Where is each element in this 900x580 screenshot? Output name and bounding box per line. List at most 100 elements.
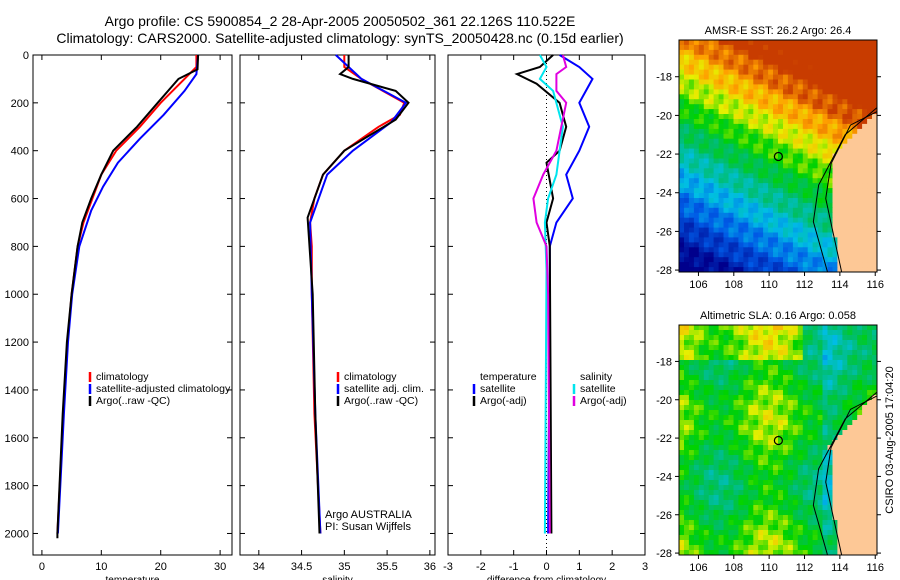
map-cell [812, 330, 819, 336]
map-cell [738, 435, 744, 441]
map-cell [718, 370, 725, 376]
map-cell [802, 445, 809, 451]
map-cell [758, 59, 764, 66]
map-cell [797, 79, 804, 85]
title-line-2: Climatology: CARS2000. Satellite-adjuste… [56, 30, 623, 46]
map-cell [748, 173, 754, 179]
map-cell [862, 345, 868, 351]
map-cell [842, 430, 848, 436]
map-cell [688, 188, 695, 194]
map-cell [852, 109, 858, 115]
map-cell [738, 535, 744, 541]
map-cell [852, 525, 858, 531]
map-cell [758, 435, 764, 441]
map-cell [738, 49, 744, 56]
map-cell [768, 178, 774, 184]
map-cell [693, 420, 700, 426]
map-cell [857, 385, 863, 391]
map-cell [763, 450, 769, 456]
map-cell [748, 94, 754, 100]
map-cell [743, 495, 749, 501]
map-cell [872, 415, 878, 421]
map-cell [812, 222, 819, 228]
map-cell [842, 445, 848, 451]
x-tick-label: 34.5 [291, 561, 312, 573]
map-cell [703, 345, 710, 351]
map-cell [763, 59, 769, 66]
map-cell [773, 222, 779, 228]
map-cell [832, 400, 838, 406]
map-cell [867, 74, 873, 80]
map-cell [738, 198, 744, 204]
map-cell [857, 520, 863, 526]
map-cell [817, 94, 824, 100]
map-cell [738, 430, 744, 436]
map-cell [693, 385, 700, 391]
map-cell [733, 420, 739, 426]
map-cell [802, 247, 809, 253]
map-cell [758, 79, 764, 85]
map-cell [718, 262, 725, 268]
map-cell [837, 252, 843, 258]
map-cell [802, 455, 809, 461]
map-cell [807, 202, 814, 209]
map-cell [802, 128, 809, 135]
map-cell [738, 242, 744, 248]
map-cell [703, 375, 710, 381]
map-cell [867, 40, 873, 46]
map-cell [738, 510, 744, 516]
map-cell [753, 64, 759, 71]
map-cell [753, 222, 759, 228]
map-cell [787, 350, 794, 356]
map-cell [679, 267, 685, 273]
x-tick-label: 0 [543, 561, 549, 573]
map-cell [748, 465, 754, 471]
map-cell [867, 109, 873, 115]
map-cell [723, 365, 729, 371]
map-cell [738, 500, 744, 506]
map-cell [827, 133, 833, 140]
map-cell [738, 193, 744, 199]
map-cell [807, 440, 814, 446]
map-cell [787, 455, 794, 461]
map-cell [822, 242, 828, 248]
map-cell [773, 247, 779, 253]
map-cell [827, 227, 833, 233]
map-cell [837, 375, 843, 381]
map-cell [698, 237, 705, 243]
map-cell [842, 84, 848, 90]
map-cell [703, 49, 710, 56]
map-cell [787, 99, 794, 105]
map-cell [847, 49, 853, 56]
map-cell [783, 375, 789, 381]
map-cell [743, 400, 749, 406]
map-cell [827, 345, 833, 351]
map-cell [758, 450, 764, 456]
map-cell [792, 168, 799, 174]
map-cell [802, 475, 809, 481]
map-cell [688, 505, 695, 511]
map-cell [728, 505, 734, 511]
map-cell [847, 520, 853, 526]
map-cell [748, 525, 754, 531]
map-cell [787, 59, 794, 66]
map-cell [758, 267, 764, 273]
map-cell [827, 119, 833, 125]
map-cell [802, 104, 809, 110]
map-cell [792, 490, 799, 496]
map-cell [773, 79, 779, 85]
map-cell [862, 335, 868, 341]
map-cell [743, 178, 749, 184]
map-cell [783, 425, 789, 431]
map-cell [723, 188, 729, 194]
map-cell [693, 227, 700, 233]
map-cell [792, 59, 799, 66]
map-cell [738, 44, 744, 51]
map-cell [872, 425, 878, 431]
map-cell [713, 515, 720, 521]
map-cell [758, 330, 764, 336]
map-cell [688, 89, 695, 95]
map-cell [857, 59, 863, 66]
map-cell [753, 252, 759, 258]
map-cell [723, 435, 729, 441]
